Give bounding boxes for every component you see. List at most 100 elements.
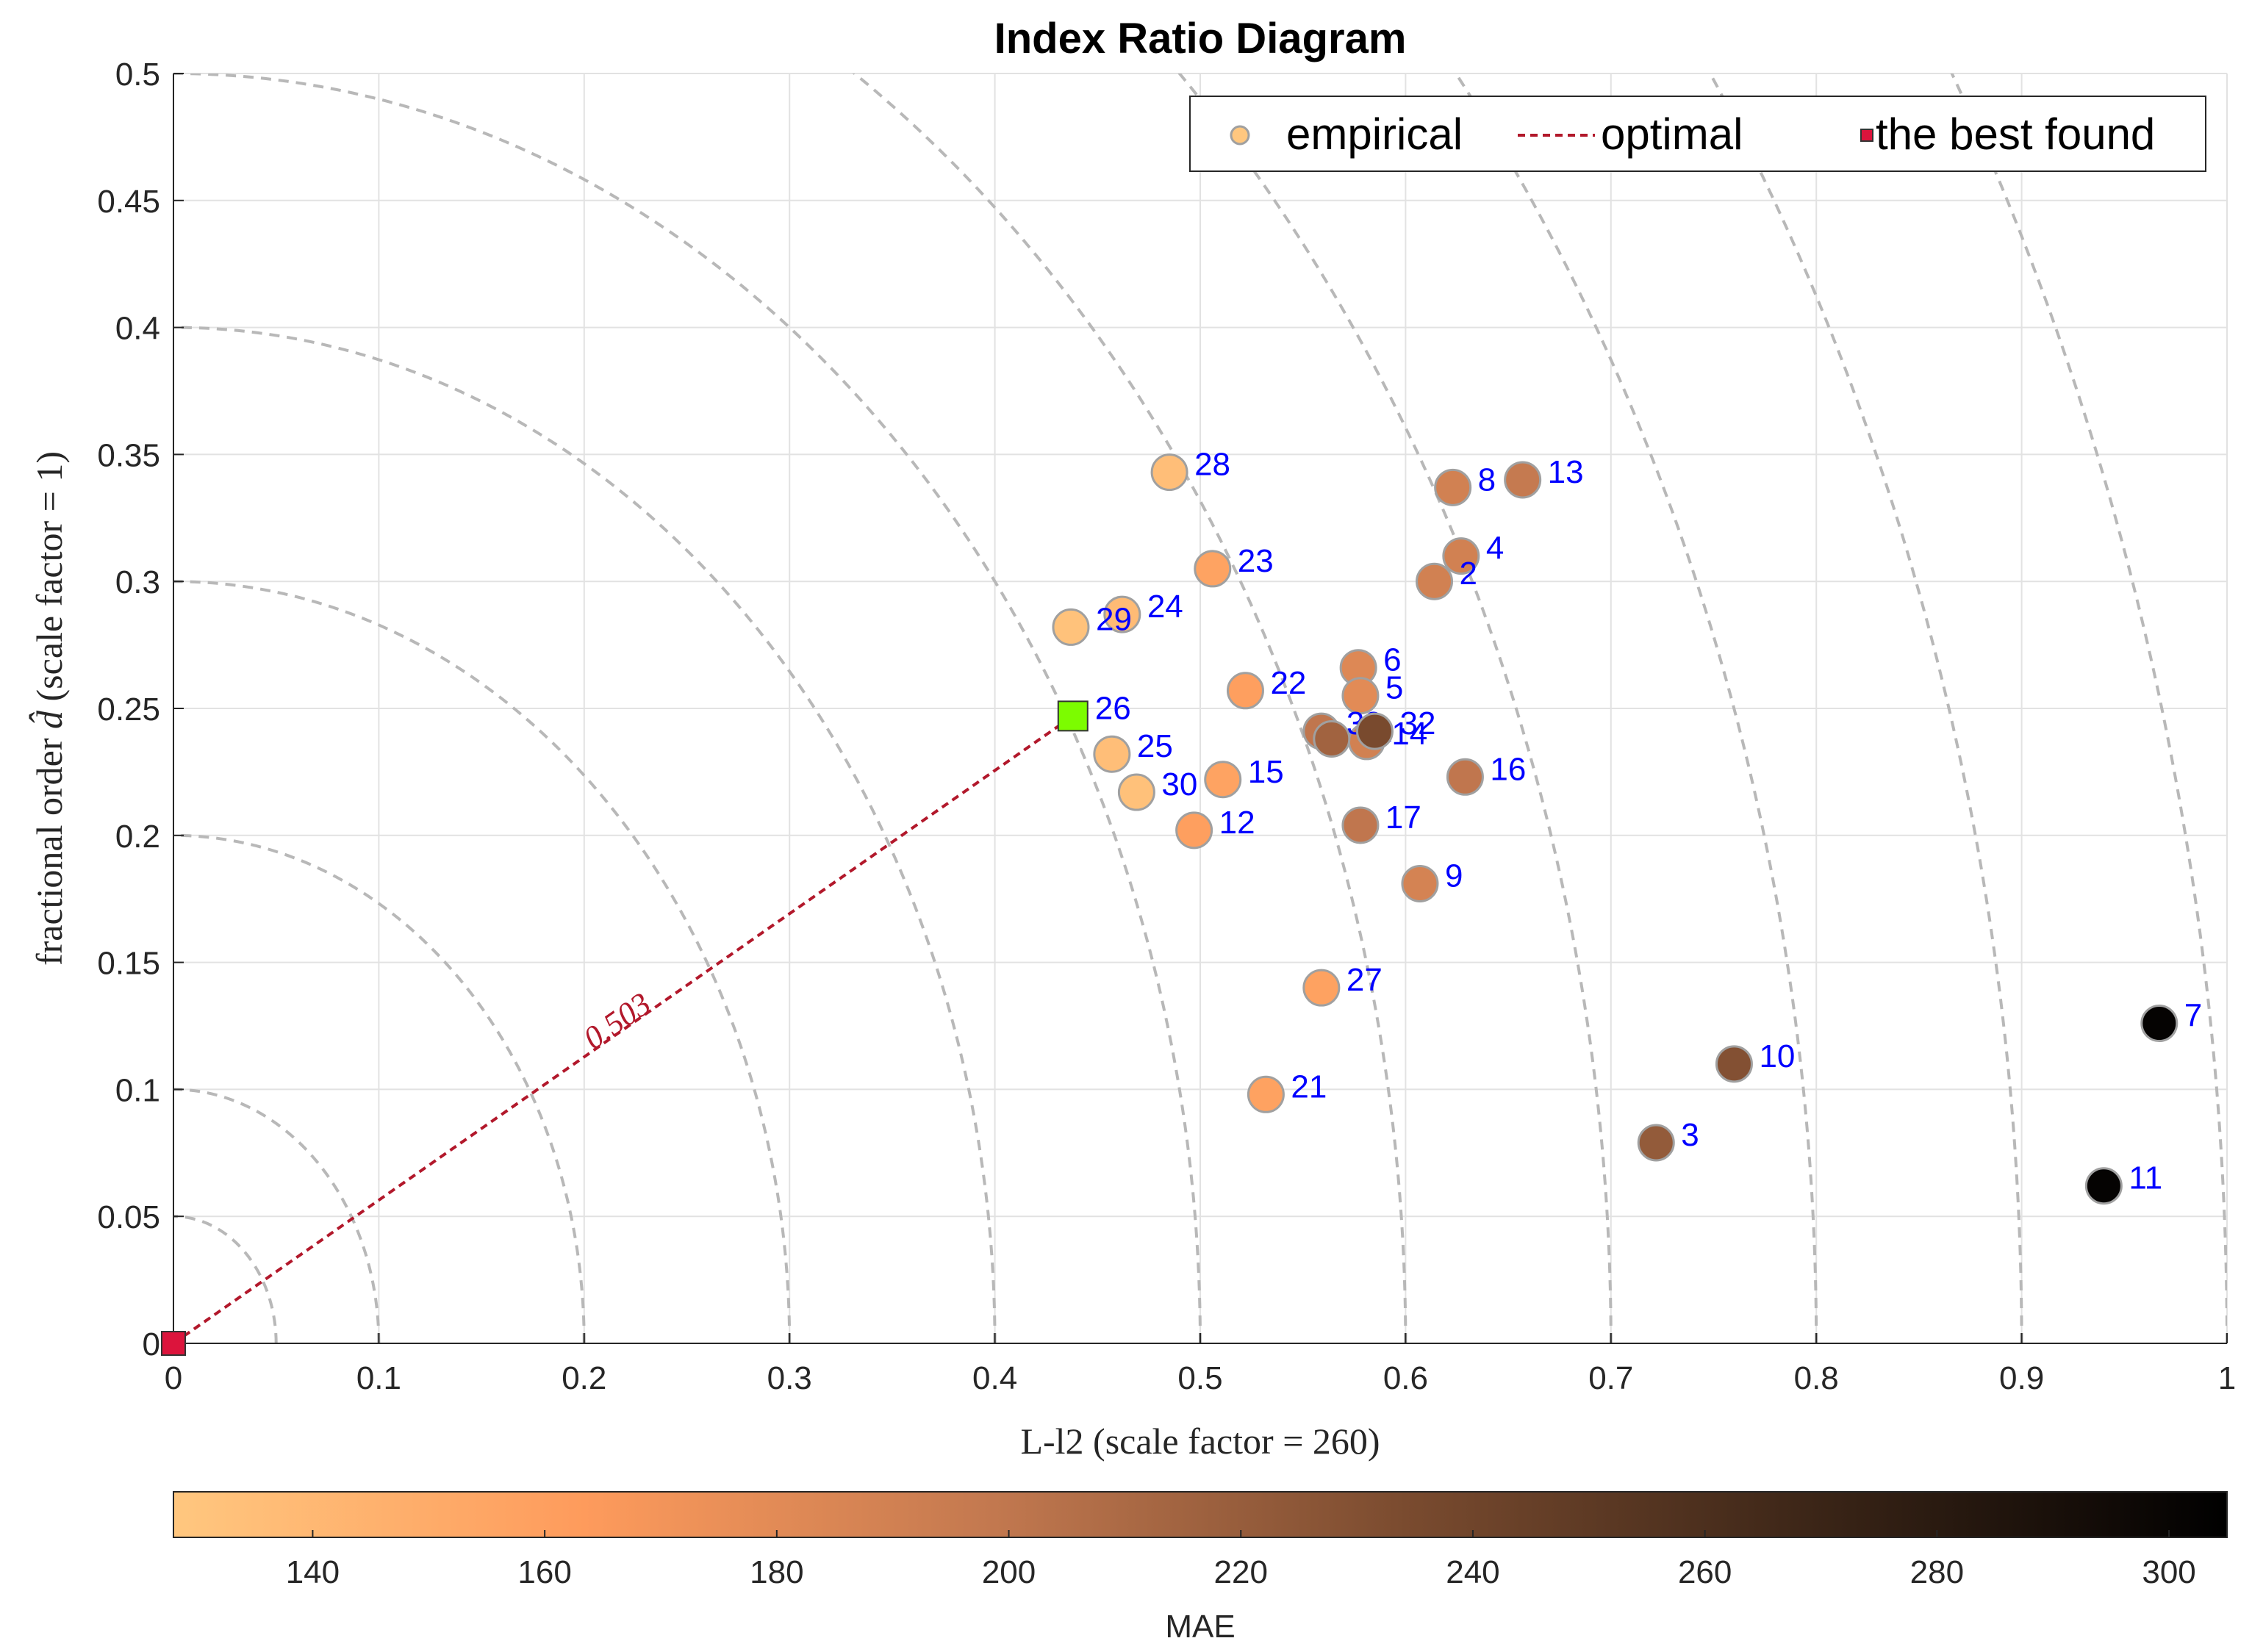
empirical-point-32 [1355,712,1394,750]
empirical-point-5 [1341,677,1380,715]
empirical-point-16 [1446,758,1484,796]
point-label-30: 30 [1161,766,1197,802]
y-tick-label: 0.1 [115,1072,160,1108]
point-label-14: 14 [1391,716,1427,752]
colorbar-tick-label: 240 [1446,1554,1499,1590]
colorbar-tick-label: 260 [1678,1554,1732,1590]
colorbar-tick-label: 180 [750,1554,803,1590]
distance-arc [852,73,1408,1343]
point-label-27: 27 [1346,962,1383,998]
empirical-point-11 [2084,1167,2123,1205]
point-label-26: 26 [1095,690,1131,726]
point-label-3: 3 [1681,1117,1699,1153]
y-tick-label: 0.5 [115,57,160,93]
legend-box [1189,96,2206,172]
legend-empirical-marker [1230,125,1250,146]
legend-optimal-label: optimal [1601,109,1743,159]
distance-arc [173,1088,381,1343]
origin-marker [161,1331,186,1356]
x-tick-label: 0.4 [972,1360,1017,1396]
x-tick-label: 0.3 [767,1360,812,1396]
colorbar-tick-label: 200 [982,1554,1036,1590]
point-label-10: 10 [1759,1038,1795,1074]
distance-arc [173,326,997,1343]
distance-arc [173,1215,278,1343]
x-tick-label: 0.8 [1794,1360,1839,1396]
y-tick-label: 0.35 [97,437,160,473]
empirical-point-8 [1434,468,1472,506]
empirical-point-31 [1313,719,1351,758]
empirical-point-23 [1194,550,1232,588]
point-label-32: 32 [1399,705,1435,741]
empirical-point-2 [1416,562,1454,600]
axes: 0 0.1 0.2 0.3 0.4 0.5 0.6 0.7 0.8 0.9 100.050.10.1… [97,57,2236,1396]
point-label-8: 8 [1478,462,1496,498]
colorbar-tick-label: 160 [517,1554,571,1590]
y-axis-label-suffix: (scale factor = 1) [29,451,70,711]
empirical-point-22 [1226,672,1264,710]
point-label-6: 6 [1383,642,1401,678]
distance-arcs [173,73,2227,1343]
y-tick-label: 0.05 [97,1199,160,1235]
empirical-point-9 [1401,864,1439,902]
distance-arc [1177,73,1613,1343]
empirical-point-29 [1052,608,1090,646]
distance-arc [1950,73,2227,1343]
y-tick-label: 0.25 [97,692,160,728]
empirical-point-17 [1341,806,1380,844]
y-axis-label-prefix: fractional order [29,729,70,966]
point-label-13: 13 [1548,454,1584,490]
y-tick-label: 0.3 [115,564,160,600]
y-tick-label: 0 [143,1326,160,1362]
empirical-point-12 [1175,811,1213,850]
point-label-22: 22 [1270,665,1306,701]
empirical-point-30 [1117,773,1155,811]
empirical-point-10 [1715,1045,1753,1083]
point-label-5: 5 [1385,670,1403,706]
x-tick-label: 0.5 [1177,1360,1222,1396]
colorbar-tick-label: 280 [1910,1554,1964,1590]
optimal-line [172,714,1074,1345]
point-label-16: 16 [1490,751,1526,787]
point-label-23: 23 [1238,543,1274,579]
colorbar-tick-label: 140 [286,1554,340,1590]
colorbar-tick-label: 300 [2142,1554,2195,1590]
colorbar-tick-label: 220 [1214,1554,1268,1590]
empirical-point-27 [1302,969,1341,1007]
point-label-4: 4 [1486,531,1504,567]
x-tick-label: 0.6 [1383,1360,1428,1396]
y-tick-label: 0.45 [97,184,160,220]
point-label-28: 28 [1194,447,1230,483]
point-label-17: 17 [1385,800,1421,836]
best-found-marker [1057,700,1089,732]
legend-best-label: the best found [1876,109,2155,159]
y-axis-label-symbol: d̂ [28,710,70,729]
x-tick-label: 0.1 [356,1360,401,1396]
x-tick-label: 0 [165,1360,182,1396]
empirical-point-28 [1150,453,1188,492]
legend-best-marker [1860,129,1873,142]
empirical-point-13 [1504,461,1542,499]
empirical-point-25 [1093,735,1131,773]
y-tick-label: 0.2 [115,819,160,855]
distance-arc [173,833,586,1343]
empirical-point-24 [1103,595,1141,633]
point-label-25: 25 [1137,728,1173,764]
x-axis-label: L-l2 (scale factor = 260) [1020,1421,1380,1462]
point-label-11: 11 [2129,1160,2162,1196]
x-tick-label: 0.9 [1999,1360,2044,1396]
point-label-2: 2 [1460,556,1477,592]
distance-arc [1708,73,2023,1343]
distance-arc [173,580,792,1343]
colorbar-label: MAE [1165,1609,1235,1645]
empirical-point-15 [1204,761,1242,799]
empirical-point-4 [1442,537,1480,575]
y-tick-label: 0.15 [97,946,160,982]
point-label-7: 7 [2184,998,2202,1034]
x-tick-label: 0.7 [1588,1360,1633,1396]
point-label-24: 24 [1147,589,1183,625]
x-tick-label: 1 [2218,1360,2236,1396]
point-label-12: 12 [1219,805,1255,841]
